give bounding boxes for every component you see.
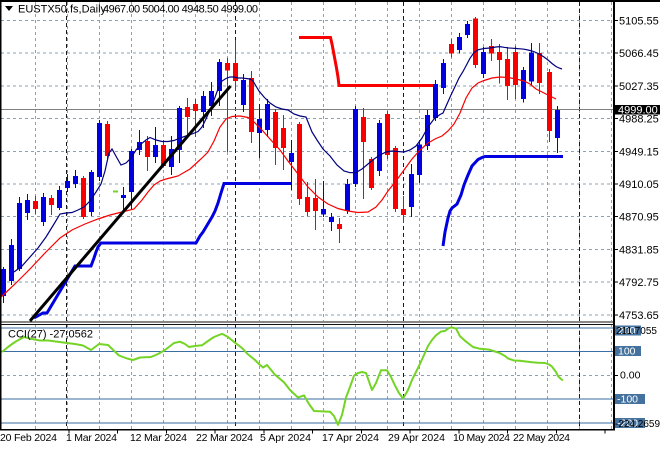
- svg-text:5 Apr 2024: 5 Apr 2024: [260, 432, 311, 444]
- svg-text:12 Mar 2024: 12 Mar 2024: [130, 432, 187, 444]
- svg-text:211.7055: 211.7055: [616, 326, 657, 337]
- svg-text:4999.00: 4999.00: [618, 105, 658, 117]
- svg-text:20 Feb 2024: 20 Feb 2024: [0, 432, 57, 444]
- svg-text:-200: -200: [617, 418, 638, 430]
- svg-text:-224.2659: -224.2659: [615, 419, 660, 430]
- svg-text:22 May 2024: 22 May 2024: [513, 432, 570, 444]
- svg-text:4870.95: 4870.95: [619, 212, 659, 224]
- svg-text:4949.15: 4949.15: [619, 146, 659, 158]
- svg-text:17 Apr 2024: 17 Apr 2024: [322, 432, 379, 444]
- svg-text:22 Mar 2024: 22 Mar 2024: [196, 432, 253, 444]
- svg-text:4910.05: 4910.05: [619, 179, 659, 191]
- svg-text:4792.75: 4792.75: [619, 277, 659, 289]
- svg-text:5105.55: 5105.55: [619, 16, 659, 28]
- svg-text:4831.85: 4831.85: [619, 244, 659, 256]
- svg-text:CCI(27) -27.0562: CCI(27) -27.0562: [8, 329, 93, 341]
- svg-text:1 Mar 2024: 1 Mar 2024: [66, 432, 117, 444]
- svg-text:EUSTX50.fs,Daily: EUSTX50.fs,Daily: [18, 4, 107, 16]
- svg-text:5027.35: 5027.35: [619, 81, 659, 93]
- svg-text:-100: -100: [617, 394, 638, 406]
- svg-text:4753.65: 4753.65: [619, 310, 659, 322]
- svg-text:4967.00 5004.00 4948.50 4999.0: 4967.00 5004.00 4948.50 4999.00: [103, 4, 258, 16]
- svg-text:0.00: 0.00: [620, 370, 641, 382]
- svg-text:29 Apr 2024: 29 Apr 2024: [388, 432, 445, 444]
- svg-text:5066.45: 5066.45: [619, 48, 659, 60]
- svg-text:200: 200: [618, 325, 636, 337]
- svg-text:10 May 2024: 10 May 2024: [453, 432, 510, 444]
- svg-text:100: 100: [618, 346, 636, 358]
- svg-text:4988.25: 4988.25: [619, 114, 659, 126]
